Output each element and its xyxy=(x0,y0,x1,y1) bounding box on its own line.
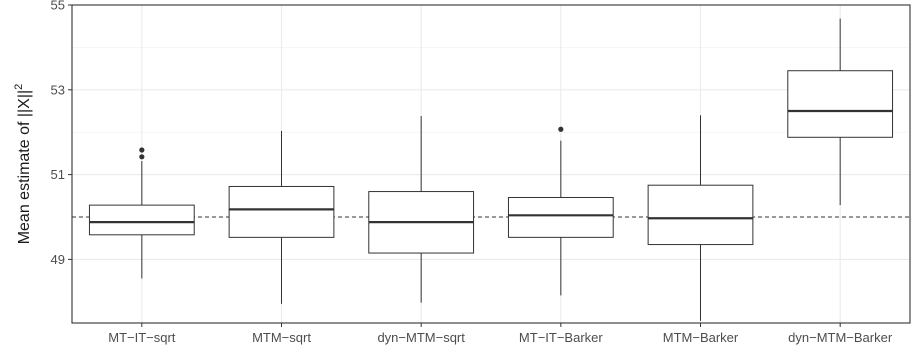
panel-background xyxy=(72,5,910,323)
box-iqr xyxy=(88,204,195,236)
y-axis-title-text: Mean estimate of ||X|| xyxy=(16,90,33,244)
outlier-point xyxy=(558,126,564,132)
box-4 xyxy=(507,126,614,296)
x-axis-ticks: MT−IT−sqrt MTM−sqrt dyn−MTM−sqrt MT−IT−Bark… xyxy=(108,323,893,345)
boxes-group xyxy=(88,18,894,321)
y-axis-title-superscript: 2 xyxy=(13,84,25,90)
x-tick-label: dyn−MTM−sqrt xyxy=(377,330,465,345)
panel-border-group xyxy=(71,4,911,324)
box-iqr xyxy=(228,185,335,238)
box-iqr xyxy=(787,70,894,138)
outlier-point xyxy=(139,147,145,153)
y-axis-ticks: 49 51 53 55 xyxy=(51,0,72,267)
box-iqr xyxy=(507,196,614,238)
panel-rect xyxy=(72,5,910,323)
box-5 xyxy=(647,115,754,321)
y-tick-label: 51 xyxy=(51,167,65,182)
x-tick-label: MT−IT−Barker xyxy=(519,330,603,345)
x-tick-label: MTM−Barker xyxy=(663,330,739,345)
box-1 xyxy=(88,147,195,279)
x-tick-label: MTM−sqrt xyxy=(252,330,311,345)
box-iqr xyxy=(647,184,754,246)
outlier-point xyxy=(139,154,145,160)
x-tick-label: MT−IT−sqrt xyxy=(108,330,176,345)
y-tick-label: 55 xyxy=(51,0,65,13)
box-6 xyxy=(787,18,894,206)
box-2 xyxy=(228,130,335,304)
y-axis-title: Mean estimate of ||X||2 xyxy=(13,84,33,245)
box-3 xyxy=(368,116,475,303)
y-tick-label: 53 xyxy=(51,82,65,97)
x-tick-label: dyn−MTM−Barker xyxy=(788,330,893,345)
panel-border xyxy=(71,4,911,324)
y-tick-label: 49 xyxy=(51,252,65,267)
